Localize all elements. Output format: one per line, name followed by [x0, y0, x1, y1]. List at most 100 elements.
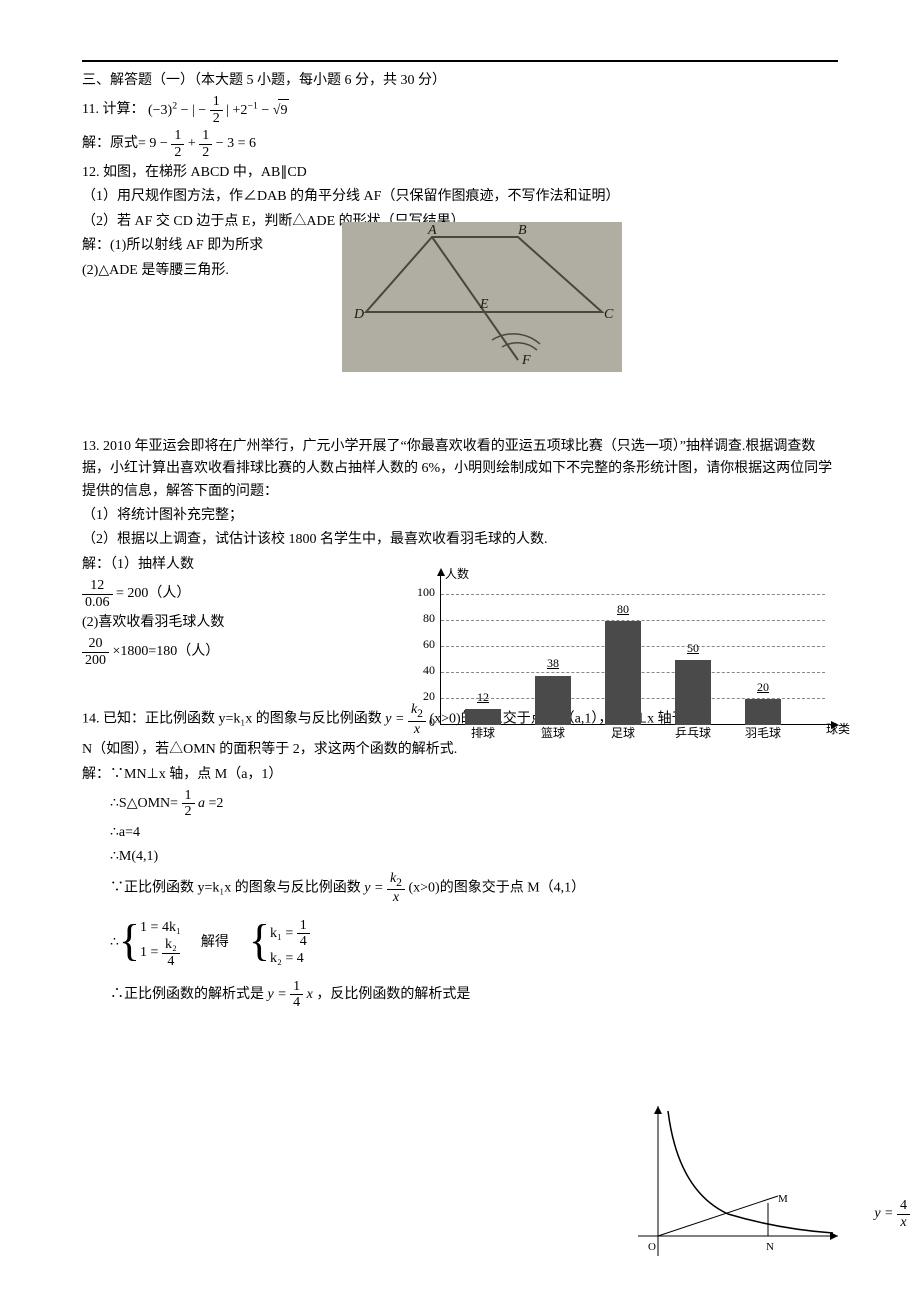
q14-rhs-eq: y = 4x — [874, 1198, 910, 1230]
q14-cfn: 1 — [290, 979, 303, 995]
q13-f1d: 0.06 — [82, 595, 113, 610]
q11-h1d: 2 — [171, 145, 184, 160]
q12: 12. 如图，在梯形 ABCD 中，AB∥CD （1）用尺规作图方法，作∠DAB… — [82, 162, 838, 434]
ytick: 0 — [415, 713, 435, 732]
q14-sr1fd: 4 — [297, 934, 310, 949]
svg-text:C: C — [604, 307, 614, 322]
q11-expr: (−3)2 − | − 12 | +2−1 − 9 — [148, 103, 289, 118]
q14-sl2fd: 4 — [162, 954, 180, 969]
q14-bc-f: k2x — [387, 871, 405, 906]
q13-s2: （1）将统计图补充完整； — [82, 505, 838, 527]
svg-text:B: B — [518, 223, 527, 238]
bar-value: 80 — [605, 600, 641, 619]
ytick: 40 — [415, 661, 435, 680]
trapezoid-figure: A B C D E F — [342, 222, 622, 372]
q13-f2t: ×1800=180（人） — [113, 645, 220, 660]
q11-9m: 9 − — [149, 136, 167, 151]
q14-yeq: y = — [385, 712, 404, 727]
q14-re-f: 4x — [897, 1198, 910, 1230]
q14-sl1: 1 = 4k₁ — [140, 918, 181, 938]
q14-area-a: a — [198, 796, 205, 811]
q14-bc1: ∵正比例函数 y=k₁x 的图象与反比例函数 — [110, 880, 361, 895]
q14-area-pre: ∴S△OMN= — [110, 796, 178, 811]
bar — [745, 699, 781, 725]
bar-value: 12 — [465, 688, 501, 707]
gridline — [441, 594, 825, 595]
function-plot: O M N — [628, 1096, 848, 1266]
q14-area-fn: 1 — [182, 788, 195, 804]
top-rule — [82, 60, 838, 62]
y-axis — [440, 575, 441, 725]
q11-sol-label: 解：原式= — [82, 136, 146, 151]
svg-text:D: D — [353, 307, 364, 322]
q11-h2n: 1 — [199, 128, 212, 144]
q14-area-f: 12 — [182, 788, 195, 820]
q14-sr1p: k₁ = — [270, 926, 293, 941]
q14-sys-mid: 解得 — [201, 932, 229, 954]
y-arrow-icon — [437, 568, 445, 576]
q14-solhead: 解：∵MN⊥x 轴，点 M（a，1） — [82, 764, 838, 786]
q11-h2d: 2 — [199, 145, 212, 160]
q11-stem: 11. 计算： (−3)2 − | − 12 | +2−1 − 9 — [82, 94, 838, 126]
q14-sr2: k₂ = 4 — [270, 949, 310, 969]
svg-text:N: N — [766, 1241, 774, 1253]
q14-sl2p: 1 = — [140, 945, 158, 960]
q14-area: ∴S△OMN= 12 a =2 — [82, 788, 838, 820]
q14-refn: 4 — [897, 1198, 910, 1214]
q14-re-y: y = — [874, 1206, 893, 1221]
q12-s2: （1）用尺规作图方法，作∠DAB 的角平分线 AF（只保留作图痕迹，不写作法和证… — [82, 186, 838, 208]
brace-icon: { — [119, 927, 140, 956]
ytick: 80 — [415, 609, 435, 628]
q13-f2n: 20 — [82, 636, 109, 652]
q14-concl: ∴正比例函数的解析式是 y = 14 x ，反比例函数的解析式是 — [82, 979, 838, 1011]
q11-sqrt-arg: 9 — [278, 99, 289, 122]
svg-text:O: O — [648, 1241, 656, 1253]
q14-bcfn: k2 — [387, 871, 405, 891]
q13-s1: 13. 2010 年亚运会即将在广州举行，广元小学开展了“你最喜欢收看的亚运五项… — [82, 436, 838, 503]
q14-area-fd: 2 — [182, 804, 195, 819]
q11-h1n: 1 — [171, 128, 184, 144]
bar-category: 篮球 — [527, 724, 579, 743]
bar-value: 20 — [745, 678, 781, 697]
q13-f1: 120.06 — [82, 578, 113, 610]
bar-value: 38 — [535, 654, 571, 673]
q14-sys-th: ∴ — [110, 932, 119, 954]
svg-text:E: E — [479, 297, 489, 312]
bar — [465, 709, 501, 725]
bar — [535, 676, 571, 725]
q14-sr1f: 14 — [297, 918, 310, 950]
bar-chart: 人数 球类 02040608010012排球38篮球80足球50乒乓球20羽毛球 — [415, 565, 835, 745]
bar-value: 50 — [675, 639, 711, 658]
q11-h1: 12 — [171, 128, 184, 160]
q14-m41: ∴M(4,1) — [82, 846, 838, 868]
y-label: 人数 — [445, 565, 469, 584]
q11-m3e6: − 3 = 6 — [216, 136, 256, 151]
q11-msqrt: − — [261, 103, 272, 118]
q14-bcfd: x — [387, 890, 405, 905]
bar-category: 羽毛球 — [737, 724, 789, 743]
q14-refd: x — [897, 1215, 910, 1230]
page: 三、解答题（一）（本大题 5 小题，每小题 6 分，共 30 分） 11. 计算… — [0, 0, 920, 1302]
q13-f1r: = 200（人） — [116, 586, 190, 601]
q12-s1: 12. 如图，在梯形 ABCD 中，AB∥CD — [82, 162, 838, 184]
q11-absR: | — [226, 103, 229, 118]
q13-f1n: 12 — [82, 578, 113, 594]
q14-sr1: k₁ = 14 — [270, 918, 310, 950]
q11-sqrt: 9 — [273, 99, 290, 122]
q13-s3: （2）根据以上调查，试估计该校 1800 名学生中，最喜欢收看羽毛球的人数. — [82, 529, 838, 551]
q13-f2: 20200 — [82, 636, 109, 668]
q11-p2: +2 — [233, 103, 248, 118]
q14-a4: ∴a=4 — [82, 822, 838, 844]
q14-area-rhs: =2 — [209, 796, 224, 811]
q14-sl2: 1 = k₂4 — [140, 937, 181, 969]
q11-label: 11. 计算： — [82, 103, 144, 118]
q14-because: ∵正比例函数 y=k₁x 的图象与反比例函数 y = k2x (x>0)的图象交… — [82, 871, 838, 906]
q11-half: 12 — [210, 94, 223, 126]
bar-category: 足球 — [597, 724, 649, 743]
q11-plus: + — [188, 136, 196, 151]
section-heading: 三、解答题（一）（本大题 5 小题，每小题 6 分，共 30 分） — [82, 70, 838, 92]
q11-half-d: 2 — [210, 111, 223, 126]
q11-a: (−3) — [148, 103, 172, 118]
svg-text:F: F — [521, 353, 531, 368]
q14-sys-right: k₁ = 14 k₂ = 4 — [270, 918, 310, 969]
